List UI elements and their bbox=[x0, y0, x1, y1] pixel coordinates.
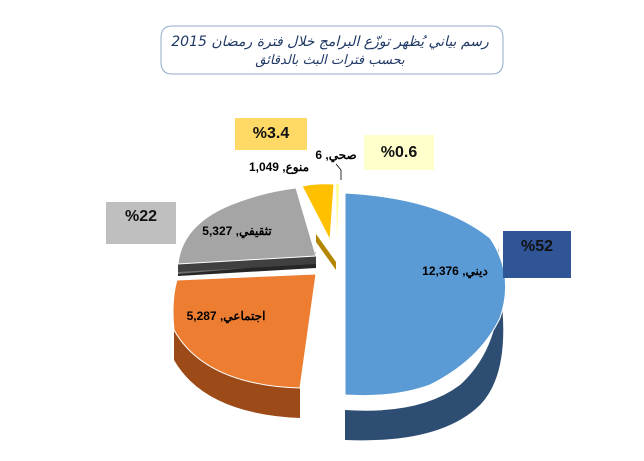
percent-label-religious: %52 bbox=[521, 238, 553, 255]
slice-health bbox=[336, 184, 339, 240]
title-frame bbox=[160, 25, 504, 75]
slice-label-varied: منوع, 1,049 bbox=[249, 160, 309, 175]
slice-educational bbox=[177, 187, 317, 265]
slice-varied-side bbox=[316, 234, 336, 270]
percent-box-educational bbox=[106, 202, 176, 244]
percent-label-health: %0.6 bbox=[381, 144, 418, 161]
slice-label-social: اجتماعي, 5,287 bbox=[187, 309, 266, 324]
percent-box-varied bbox=[235, 118, 307, 150]
percent-label-varied: %3.4 bbox=[253, 125, 290, 142]
chart-title: رسم بياني يُظهر توزّع البرامج خلال فترة … bbox=[171, 34, 489, 50]
chart-subtitle: بحسب فترات البث بالدقائق bbox=[255, 53, 405, 68]
slice-label-religious: ديني, 12,376 bbox=[422, 264, 488, 279]
slice-label-educational: تثقيفي, 5,327 bbox=[202, 224, 272, 239]
percent-label-educational: %22 bbox=[125, 208, 157, 225]
percent-box-health bbox=[364, 135, 434, 170]
leader-line-health bbox=[335, 163, 342, 180]
slice-social bbox=[172, 273, 317, 389]
slice-religious-side bbox=[345, 246, 504, 441]
slice-social-side bbox=[174, 330, 300, 418]
slice-religious bbox=[344, 192, 507, 397]
percent-box-religious bbox=[503, 231, 571, 278]
slice-dark bbox=[178, 256, 316, 272]
slice-label-health: صحي, 6 bbox=[315, 148, 356, 163]
slice-varied bbox=[301, 183, 335, 242]
